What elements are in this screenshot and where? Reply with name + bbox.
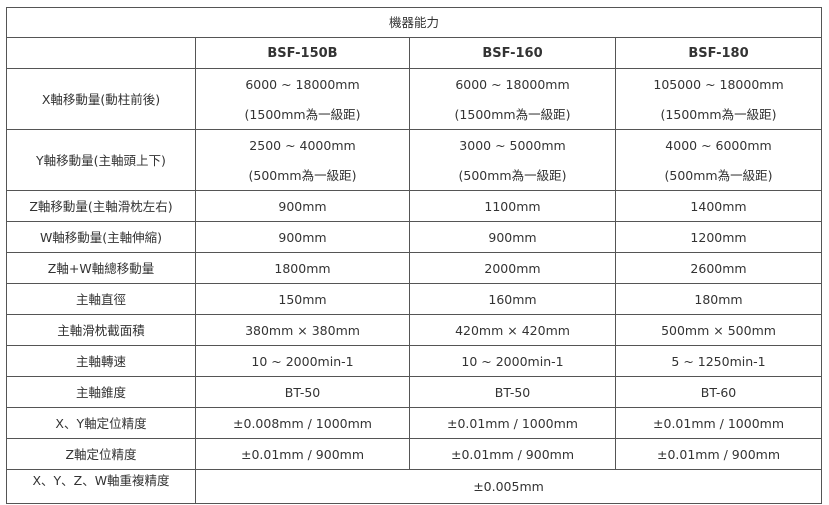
row-label: Z軸定位精度	[6, 438, 196, 470]
value-cell: 150mm	[195, 283, 410, 315]
value-cell: 3000 ~ 5000mm (500mm為一級距)	[409, 129, 616, 191]
machine-capability-table: 機器能力 BSF-150B BSF-160 BSF-180 X軸移動量(動柱前後…	[5, 7, 823, 504]
header-model-2: BSF-160	[409, 37, 616, 69]
value-main: 6000 ~ 18000mm	[245, 76, 360, 92]
value-note: (1500mm為一級距)	[454, 106, 571, 122]
value-cell: BT-50	[409, 376, 616, 408]
table-row: 主軸滑枕截面積 380mm × 380mm 420mm × 420mm 500mm ×…	[6, 314, 823, 346]
header-model-3: BSF-180	[614, 37, 823, 69]
value-cell: 500mm × 500mm	[614, 314, 823, 346]
value-cell: BT-60	[614, 376, 823, 408]
title-row: 機器能力	[5, 7, 823, 38]
value-main: 6000 ~ 18000mm	[455, 76, 570, 92]
table-row: X軸移動量(動柱前後) 6000 ~ 18000mm (1500mm為一級距) 600…	[6, 68, 823, 130]
value-cell: 900mm	[195, 190, 410, 222]
row-label: X、Y軸定位精度	[6, 407, 196, 439]
value-main: 105000 ~ 18000mm	[653, 76, 784, 92]
value-cell: ±0.01mm / 1000mm	[409, 407, 616, 439]
row-label: 主軸轉速	[6, 345, 196, 377]
value-main: 4000 ~ 6000mm	[665, 137, 772, 153]
value-cell: 2500 ~ 4000mm (500mm為一級距)	[195, 129, 410, 191]
table-row: 主軸轉速 10 ~ 2000min-1 10 ~ 2000min-1 5 ~ 1250…	[6, 345, 823, 377]
row-label: 主軸滑枕截面積	[6, 314, 196, 346]
value-cell: ±0.01mm / 900mm	[409, 438, 616, 470]
value-cell: 900mm	[409, 221, 616, 253]
value-cell: 160mm	[409, 283, 616, 315]
value-cell: 900mm	[195, 221, 410, 253]
value-cell: 4000 ~ 6000mm (500mm為一級距)	[614, 129, 823, 191]
table-row: Z軸移動量(主軸滑枕左右) 900mm 1100mm 1400mm	[6, 190, 823, 222]
header-empty-cell	[6, 37, 196, 69]
table-row: X、Y、Z、W軸重複精度 ±0.005mm	[6, 469, 823, 504]
table-row: Z軸定位精度 ±0.01mm / 900mm ±0.01mm / 900mm ±0.0…	[6, 438, 823, 470]
table-row: Y軸移動量(主軸頭上下) 2500 ~ 4000mm (500mm為一級距) 3000…	[6, 129, 823, 191]
value-cell: 10 ~ 2000min-1	[195, 345, 410, 377]
value-main: 3000 ~ 5000mm	[459, 137, 566, 153]
value-cell: 105000 ~ 18000mm (1500mm為一級距)	[614, 68, 823, 130]
value-cell: 1100mm	[409, 190, 616, 222]
value-note: (1500mm為一級距)	[244, 106, 361, 122]
value-note: (500mm為一級距)	[458, 167, 567, 183]
value-cell: ±0.01mm / 1000mm	[614, 407, 823, 439]
table-row: X、Y軸定位精度 ±0.008mm / 1000mm ±0.01mm / 1000m…	[6, 407, 823, 439]
value-cell: ±0.01mm / 900mm	[614, 438, 823, 470]
table-row: Z軸+W軸總移動量 1800mm 2000mm 2600mm	[6, 252, 823, 284]
value-cell: 380mm × 380mm	[195, 314, 410, 346]
row-label: Z軸+W軸總移動量	[6, 252, 196, 284]
value-cell: ±0.008mm / 1000mm	[195, 407, 410, 439]
header-row: BSF-150B BSF-160 BSF-180	[6, 37, 823, 69]
row-label: W軸移動量(主軸伸縮)	[6, 221, 196, 253]
value-cell: 2000mm	[409, 252, 616, 284]
header-model-1: BSF-150B	[195, 37, 410, 69]
value-cell: BT-50	[195, 376, 410, 408]
value-cell: 6000 ~ 18000mm (1500mm為一級距)	[409, 68, 616, 130]
table-row: 主軸錐度 BT-50 BT-50 BT-60	[6, 376, 823, 408]
table-row: W軸移動量(主軸伸縮) 900mm 900mm 1200mm	[6, 221, 823, 253]
value-note: (1500mm為一級距)	[660, 106, 777, 122]
value-cell: 5 ~ 1250min-1	[614, 345, 823, 377]
table-title: 機器能力	[5, 7, 823, 38]
value-cell: 1800mm	[195, 252, 410, 284]
row-label: 主軸錐度	[6, 376, 196, 408]
value-cell: ±0.01mm / 900mm	[195, 438, 410, 470]
value-cell: 2600mm	[614, 252, 823, 284]
row-label: Y軸移動量(主軸頭上下)	[6, 129, 196, 191]
row-label: X、Y、Z、W軸重複精度	[6, 469, 196, 504]
row-label: Z軸移動量(主軸滑枕左右)	[6, 190, 196, 222]
value-note: (500mm為一級距)	[248, 167, 357, 183]
value-main: 2500 ~ 4000mm	[249, 137, 356, 153]
value-cell: 420mm × 420mm	[409, 314, 616, 346]
row-label: 主軸直徑	[6, 283, 196, 315]
value-cell: 6000 ~ 18000mm (1500mm為一級距)	[195, 68, 410, 130]
value-note: (500mm為一級距)	[664, 167, 773, 183]
value-cell: ±0.005mm	[194, 469, 823, 504]
table-row: 主軸直徑 150mm 160mm 180mm	[6, 283, 823, 315]
row-label: X軸移動量(動柱前後)	[6, 68, 196, 130]
value-cell: 10 ~ 2000min-1	[409, 345, 616, 377]
value-cell: 180mm	[614, 283, 823, 315]
value-cell: 1200mm	[614, 221, 823, 253]
value-cell: 1400mm	[614, 190, 823, 222]
